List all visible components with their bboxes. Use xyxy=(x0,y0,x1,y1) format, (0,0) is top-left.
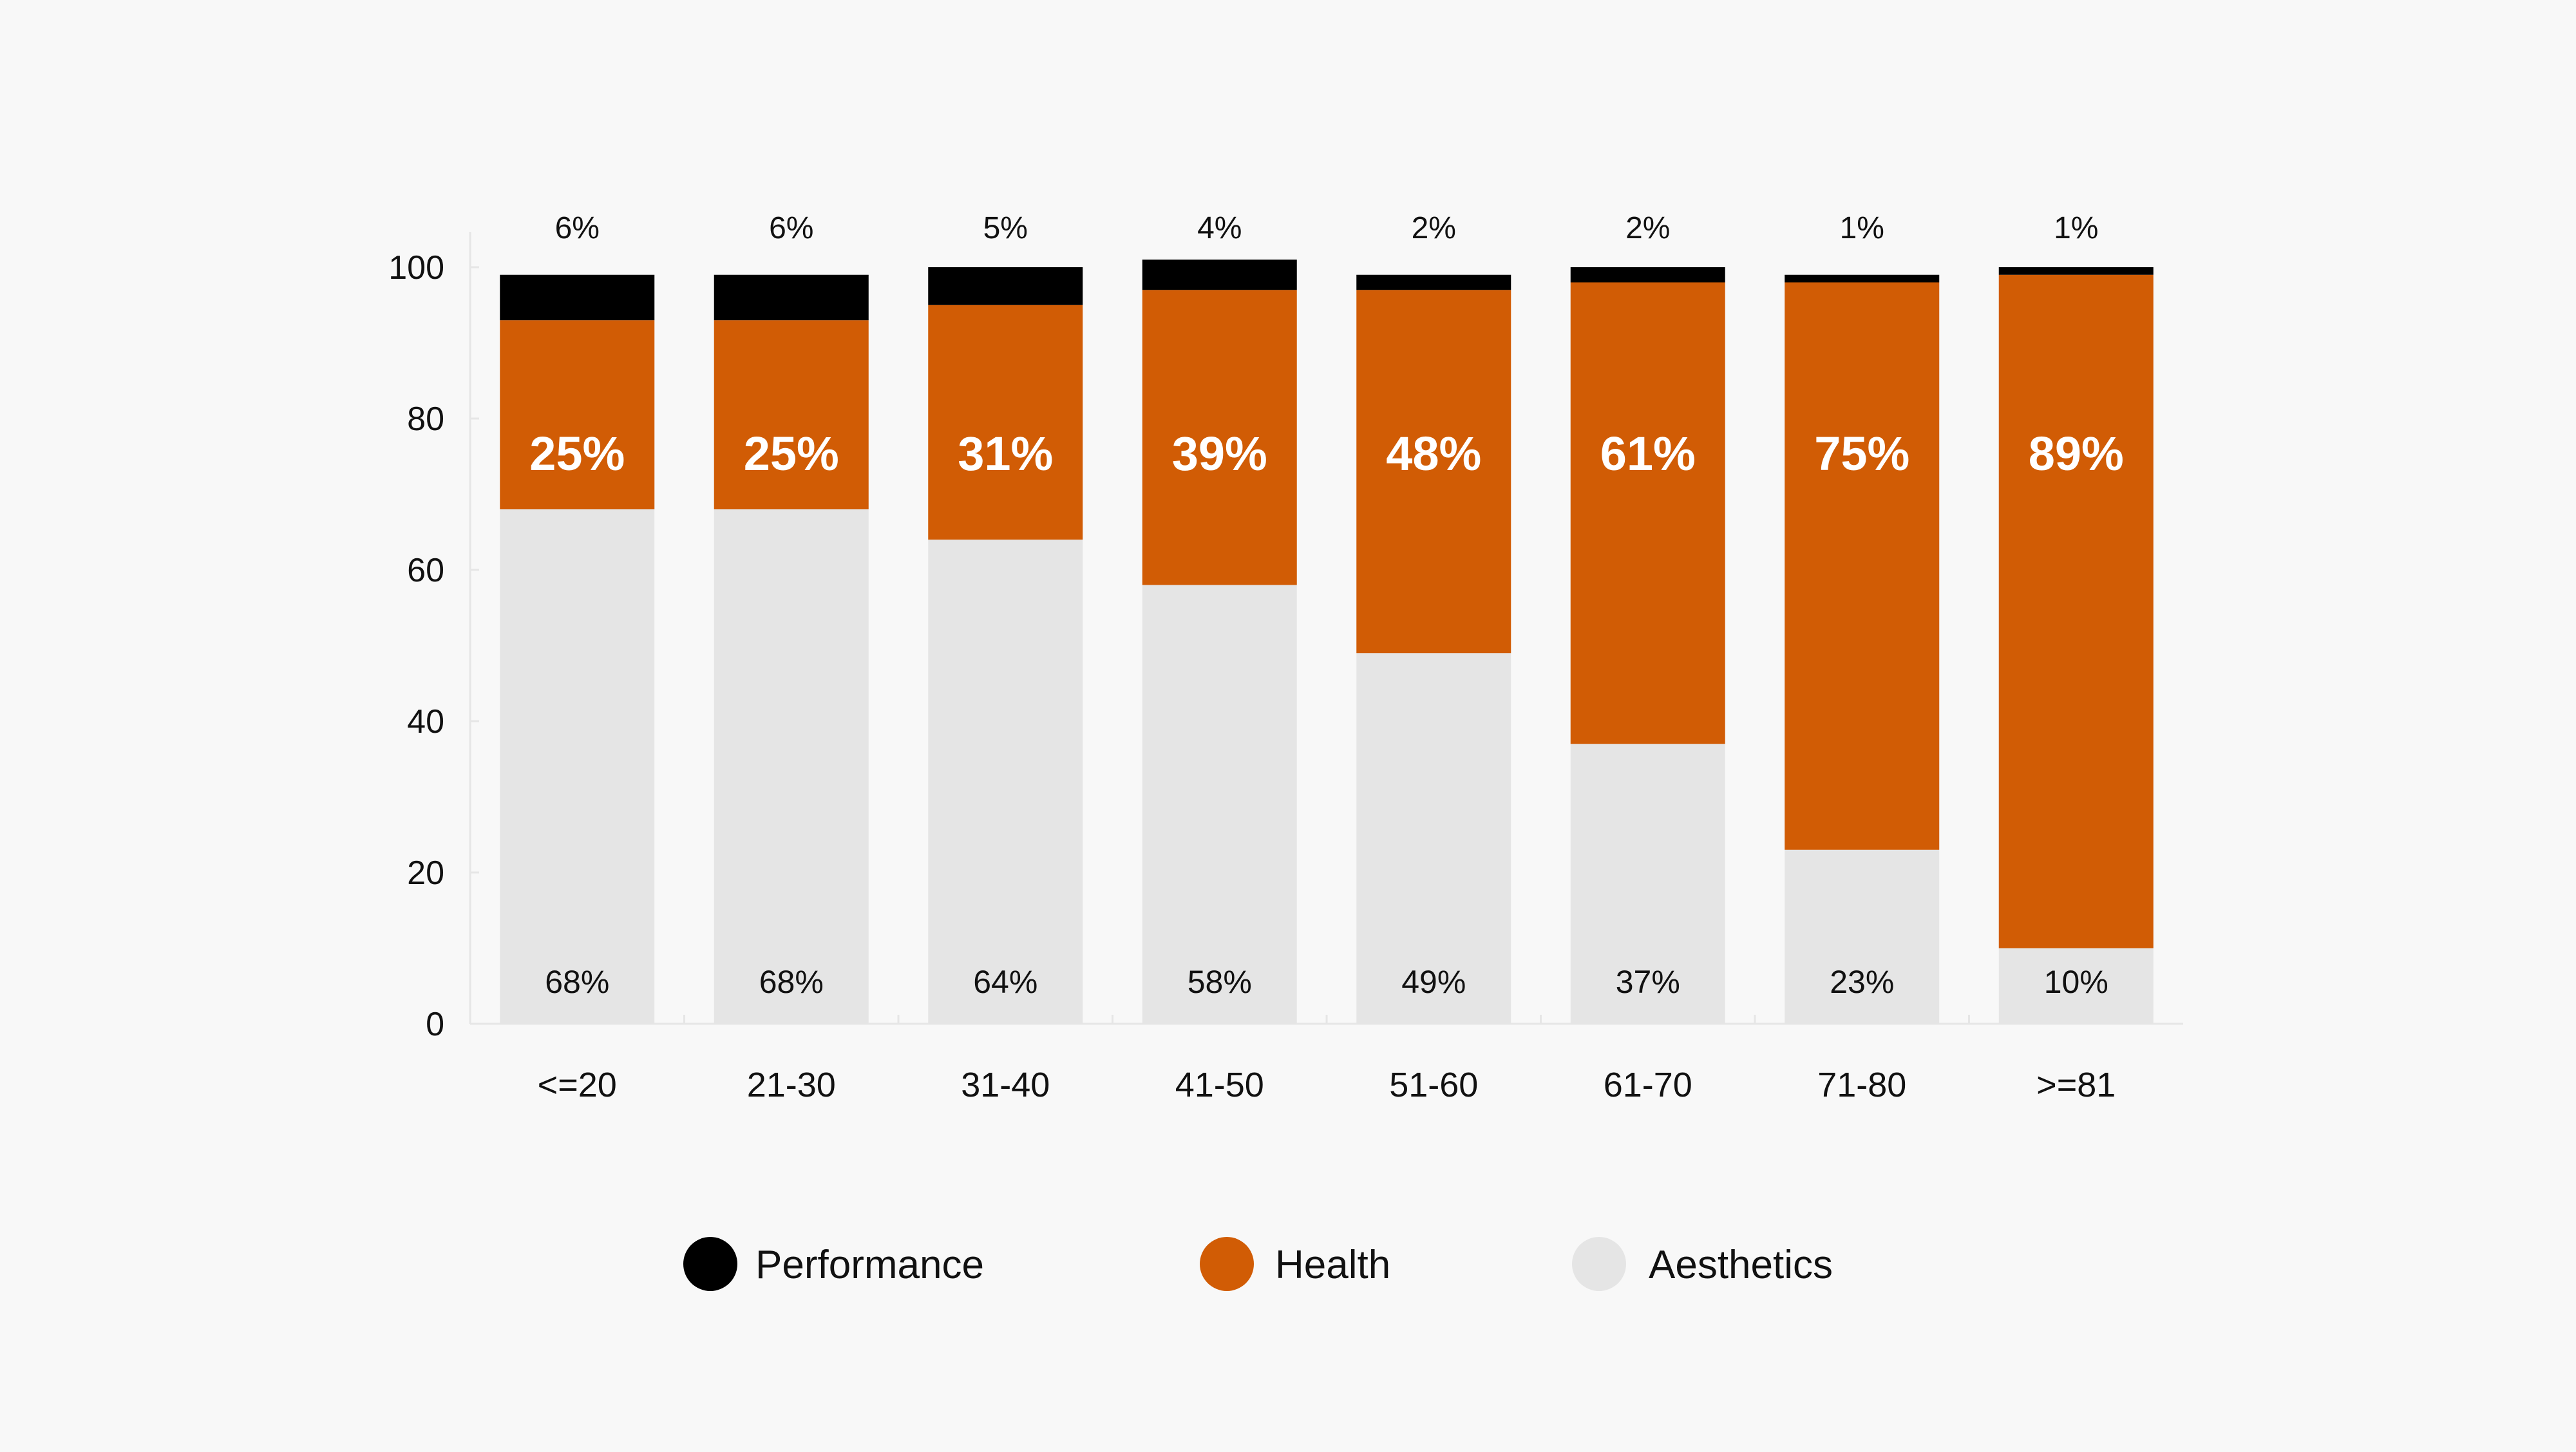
bar-segment-performance xyxy=(1356,274,1511,290)
legend-label-aesthetics: Aesthetics xyxy=(1649,1243,1833,1287)
bar-label-health: 31% xyxy=(958,427,1053,480)
bar-segment-health xyxy=(500,320,655,509)
bar-label-performance: 1% xyxy=(2054,211,2098,245)
bar-label-aesthetics: 64% xyxy=(973,964,1037,1000)
bars-layer xyxy=(500,259,2154,1024)
y-tick-label: 40 xyxy=(407,703,444,740)
bar-segment-aesthetics xyxy=(1785,849,1940,1024)
bar-label-aesthetics: 68% xyxy=(759,964,824,1000)
bar-segment-performance xyxy=(500,274,655,321)
bar-segment-performance xyxy=(1785,274,1940,283)
bar-label-performance: 1% xyxy=(1840,211,1884,245)
legend-swatch-performance xyxy=(683,1237,737,1291)
y-tick-label: 60 xyxy=(407,552,444,589)
legend: Performance Health Aesthetics xyxy=(683,1237,1833,1291)
bar-segment-health xyxy=(1998,274,2154,948)
x-category-label: >=81 xyxy=(2036,1066,2116,1104)
bar-segment-health xyxy=(1142,290,1297,585)
legend-label-performance: Performance xyxy=(755,1243,984,1287)
bar-segment-performance xyxy=(714,274,869,321)
bar-segment-health xyxy=(928,305,1083,540)
bar-label-aesthetics: 68% xyxy=(545,964,609,1000)
bar-segment-health xyxy=(714,320,869,509)
bar-segment-aesthetics xyxy=(1142,585,1297,1024)
bar-segment-aesthetics xyxy=(1998,948,2154,1024)
legend-swatch-aesthetics xyxy=(1572,1237,1626,1291)
bar-segment-aesthetics xyxy=(500,509,655,1024)
bar-segment-aesthetics xyxy=(1570,744,1725,1024)
bar-label-performance: 2% xyxy=(1412,211,1456,245)
bar-label-health: 89% xyxy=(2029,427,2124,480)
bar-segment-aesthetics xyxy=(1356,653,1511,1024)
bar-label-aesthetics: 58% xyxy=(1188,964,1252,1000)
bar-segment-performance xyxy=(1998,267,2154,275)
bar-label-aesthetics: 23% xyxy=(1830,964,1894,1000)
bar-segment-performance xyxy=(1570,267,1725,283)
x-category-label: 41-50 xyxy=(1175,1066,1264,1104)
bar-label-performance: 2% xyxy=(1625,211,1670,245)
bar-label-performance: 6% xyxy=(769,211,813,245)
bar-label-performance: 4% xyxy=(1197,211,1242,245)
bar-label-aesthetics: 37% xyxy=(1616,964,1680,1000)
bar-segment-performance xyxy=(928,267,1083,305)
bar-label-health: 61% xyxy=(1600,427,1696,480)
bar-segment-aesthetics xyxy=(714,509,869,1024)
x-category-label: 51-60 xyxy=(1389,1066,1478,1104)
bar-segment-health xyxy=(1356,290,1511,654)
labels-layer: 68% 25% 6% <=20 68% 25% 6% 21-30 64% 31% 5% 31-40 58… xyxy=(529,211,2124,1104)
x-category-label: 21-30 xyxy=(747,1066,836,1104)
bar-label-performance: 6% xyxy=(555,211,600,245)
x-category-label: 61-70 xyxy=(1604,1066,1692,1104)
bar-label-health: 25% xyxy=(529,427,625,480)
x-category-label: 31-40 xyxy=(961,1066,1050,1104)
bar-label-performance: 5% xyxy=(983,211,1028,245)
y-tick-label: 100 xyxy=(388,249,444,287)
legend-swatch-health xyxy=(1200,1237,1254,1291)
bar-segment-health xyxy=(1570,282,1725,744)
bar-label-health: 48% xyxy=(1386,427,1481,480)
bar-label-aesthetics: 49% xyxy=(1401,964,1466,1000)
bar-label-health: 25% xyxy=(744,427,839,480)
bar-segment-aesthetics xyxy=(928,540,1083,1024)
y-tick-label: 20 xyxy=(407,854,444,892)
bar-label-health: 39% xyxy=(1172,427,1267,480)
x-category-label: <=20 xyxy=(538,1066,617,1104)
x-category-label: 71-80 xyxy=(1817,1066,1906,1104)
bar-label-health: 75% xyxy=(1814,427,1909,480)
bar-segment-performance xyxy=(1142,259,1297,290)
legend-label-health: Health xyxy=(1275,1243,1390,1287)
y-tick-label: 0 xyxy=(426,1006,444,1043)
bar-label-aesthetics: 10% xyxy=(2044,964,2108,1000)
bar-segment-health xyxy=(1785,282,1940,850)
y-tick-label: 80 xyxy=(407,401,444,438)
